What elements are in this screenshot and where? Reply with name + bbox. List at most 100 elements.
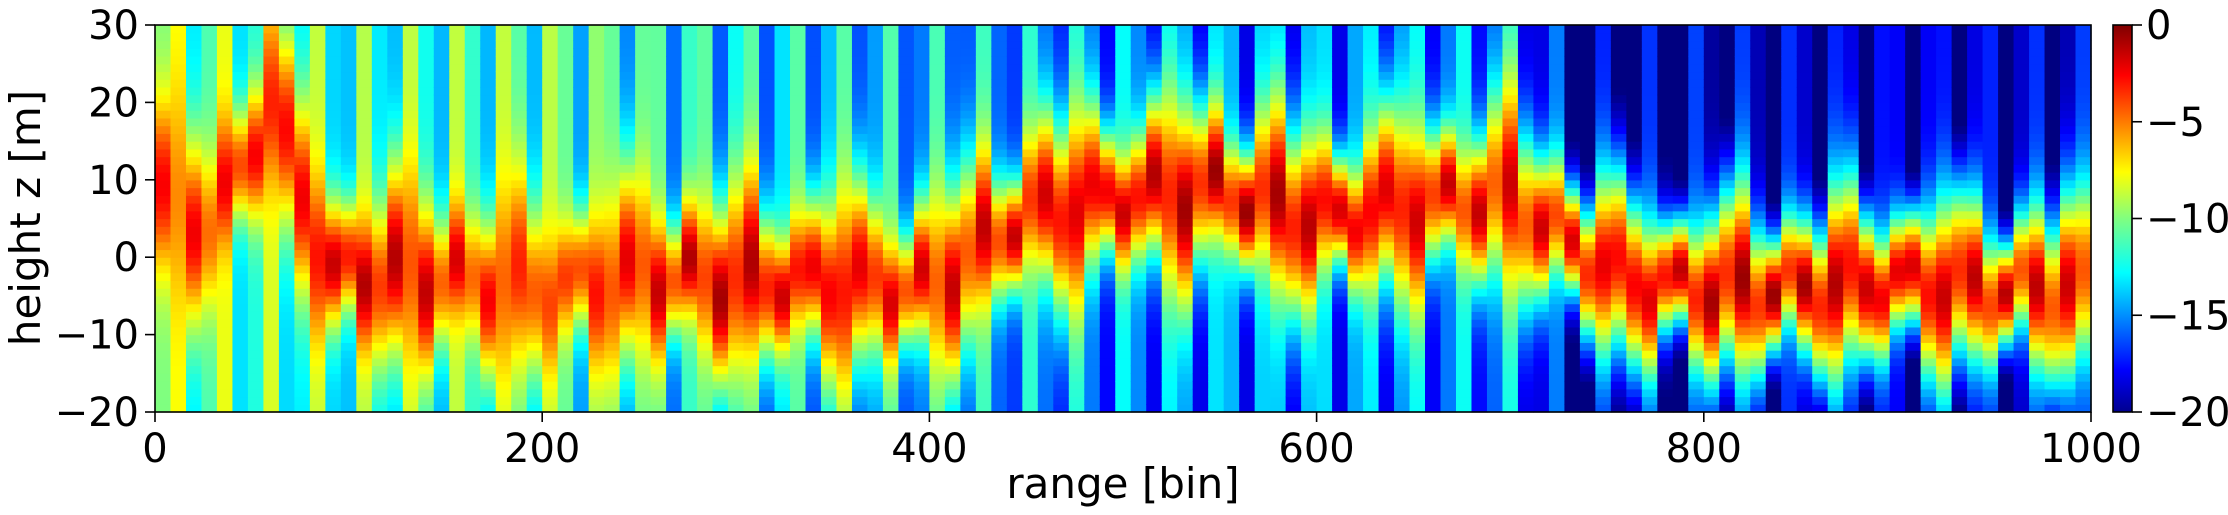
heatmap-cell [1486, 94, 1504, 103]
heatmap-cell [340, 125, 357, 134]
heatmap-cell [1006, 203, 1023, 212]
heatmap-cell [1301, 365, 1318, 374]
heatmap-cell [1471, 396, 1488, 405]
heatmap-cell [294, 249, 311, 258]
heatmap-cell [1548, 404, 1566, 413]
heatmap-cell [1347, 195, 1364, 204]
heatmap-cell [1610, 148, 1627, 158]
heatmap-cell [387, 218, 404, 227]
heatmap-cell [1641, 365, 1658, 374]
heatmap-cell [867, 233, 884, 243]
heatmap-cell [433, 164, 450, 173]
heatmap-cell [1130, 94, 1147, 103]
heatmap-cell [1037, 94, 1054, 103]
heatmap-cell [1440, 233, 1457, 243]
heatmap-cell [1394, 404, 1411, 413]
heatmap-cell [557, 55, 574, 65]
heatmap-cell [557, 350, 574, 359]
heatmap-cell [1672, 102, 1689, 111]
heatmap-cell [913, 381, 930, 390]
heatmap-cell [1022, 257, 1039, 266]
heatmap-cell [898, 125, 915, 134]
heatmap-cell [1610, 365, 1627, 374]
heatmap-cell [170, 148, 187, 158]
heatmap-cell [882, 342, 900, 351]
heatmap-cell [1053, 195, 1070, 204]
heatmap-cell [1285, 179, 1302, 189]
heatmap-cell [1486, 241, 1504, 251]
heatmap-cell [1641, 102, 1658, 111]
heatmap-cell [1688, 326, 1705, 336]
heatmap-cell [619, 79, 636, 88]
heatmap-cell [1548, 187, 1566, 196]
heatmap-cell [1378, 133, 1395, 142]
heatmap-cell [929, 303, 946, 312]
heatmap-cell [325, 63, 342, 73]
heatmap-cell [542, 172, 559, 181]
heatmap-cell [1517, 218, 1535, 227]
heatmap-cell [1006, 187, 1023, 196]
heatmap-cell [402, 381, 419, 390]
heatmap-cell [1285, 40, 1302, 49]
heatmap-cell [216, 303, 234, 312]
heatmap-cell [1378, 233, 1395, 243]
heatmap-cell [1564, 226, 1581, 235]
heatmap-cell [666, 373, 683, 382]
heatmap-cell [1440, 148, 1457, 158]
heatmap-cell [1301, 79, 1318, 88]
heatmap-cell [216, 156, 234, 165]
heatmap-cell [1409, 350, 1426, 359]
heatmap-cell [681, 342, 698, 351]
heatmap-cell [542, 195, 559, 204]
heatmap-cell [557, 203, 574, 212]
heatmap-cell [836, 342, 853, 351]
heatmap-cell [340, 148, 357, 158]
heatmap-cell [820, 226, 838, 235]
heatmap-cell [526, 303, 543, 312]
heatmap-cell [170, 342, 187, 351]
heatmap-cell [1146, 233, 1163, 243]
heatmap-cell [340, 280, 357, 289]
heatmap-cell [1471, 272, 1488, 282]
heatmap-cell [402, 203, 419, 212]
heatmap-cell [185, 187, 203, 196]
heatmap-cell [774, 396, 791, 405]
heatmap-cell [1068, 373, 1085, 382]
heatmap-cell [402, 396, 419, 405]
heatmap-cell [1316, 94, 1333, 103]
heatmap-cell [650, 172, 667, 181]
heatmap-cell [728, 71, 745, 80]
heatmap-cell [1146, 334, 1163, 343]
heatmap-cell [991, 86, 1008, 96]
heatmap-cell [294, 71, 311, 80]
heatmap-cell [1688, 319, 1705, 328]
heatmap-cell [495, 102, 512, 111]
heatmap-cell [867, 102, 884, 111]
heatmap-cell [170, 203, 187, 212]
heatmap-cell [1006, 141, 1023, 150]
heatmap-cell [433, 133, 450, 142]
heatmap-cell [1285, 164, 1302, 173]
heatmap-cell [759, 94, 776, 103]
heatmap-cell [1130, 226, 1147, 235]
heatmap-cell [1595, 303, 1612, 312]
heatmap-cell [975, 388, 992, 398]
heatmap-cell [1068, 272, 1085, 282]
heatmap-cell [1347, 249, 1364, 258]
heatmap-cell [1440, 117, 1457, 127]
heatmap-cell [278, 396, 295, 405]
heatmap-cell [774, 187, 791, 196]
heatmap-cell [1223, 249, 1240, 258]
heatmap-cell [263, 249, 280, 258]
heatmap-cell [1285, 257, 1302, 266]
heatmap-cell [1068, 357, 1085, 367]
heatmap-cell [511, 172, 528, 181]
heatmap-cell [309, 311, 326, 320]
heatmap-cell [1455, 55, 1473, 65]
heatmap-cell [1626, 48, 1643, 57]
heatmap-cell [1378, 303, 1395, 312]
heatmap-cell [294, 133, 311, 142]
heatmap-cell [449, 381, 466, 390]
heatmap-cell [1378, 326, 1395, 336]
heatmap-cell [867, 326, 884, 336]
